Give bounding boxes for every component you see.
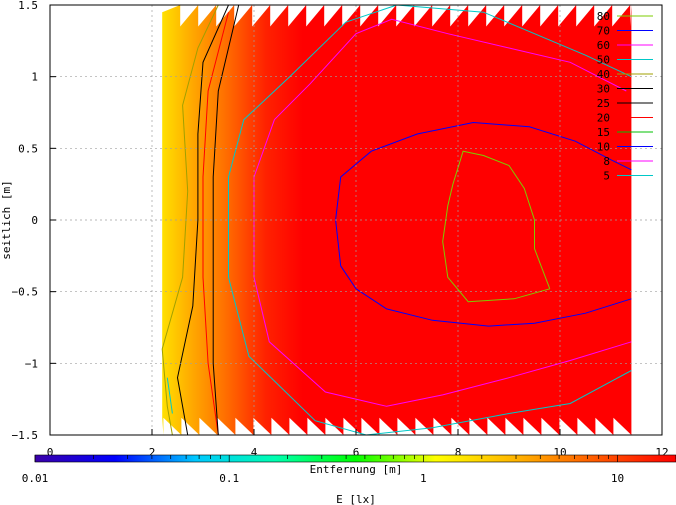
y-tick-label: −1 — [25, 357, 38, 370]
y-tick-label: −0.5 — [12, 286, 39, 299]
contour-line-5 — [228, 5, 632, 435]
colorbar-gradient — [34, 454, 676, 463]
contour-line-20 — [202, 12, 229, 435]
x-tick-label: 8 — [455, 446, 462, 459]
legend-label: 60 — [597, 39, 610, 52]
y-tick-label: −1.5 — [12, 429, 39, 442]
legend-label: 15 — [597, 126, 610, 139]
colorbar-tick-label: 0.1 — [219, 472, 239, 485]
legend-label: 25 — [597, 97, 610, 110]
y-tick-label: 0.5 — [18, 142, 38, 155]
colorbar: 0.01 0.1 1 10 — [22, 454, 676, 485]
x-axis-label: Entfernung [m] — [310, 463, 403, 476]
y-axis: 1.5 1 0.5 0 −0.5 −1 −1.5 — [12, 0, 56, 442]
legend-label: 20 — [597, 112, 610, 125]
contour-line-15 — [442, 150, 551, 303]
legend-label: 40 — [597, 68, 610, 81]
colorbar-tick-label: 1 — [420, 472, 427, 485]
legend-label: 5 — [603, 170, 610, 183]
y-tick-label: 1.5 — [18, 0, 38, 12]
x-tick-label: 0 — [47, 446, 54, 459]
grid-lines — [50, 5, 662, 435]
contour-line-50 — [166, 377, 173, 414]
legend-label: 30 — [597, 83, 610, 96]
y-tick-label: 1 — [31, 71, 38, 84]
x-tick-label: 6 — [353, 446, 360, 459]
y-axis-label: seitlich [m] — [0, 180, 13, 259]
contour-line-30 — [176, 5, 229, 435]
colorbar-ticks: 0.01 0.1 1 10 — [22, 455, 676, 485]
legend-label: 50 — [597, 54, 610, 67]
legend-label: 70 — [597, 25, 610, 38]
legend-label: 80 — [597, 10, 610, 23]
y-tick-label: 0 — [31, 214, 38, 227]
colorbar-tick-label: 10 — [611, 472, 624, 485]
x-axis: 0 2 4 6 8 10 12 — [47, 429, 669, 459]
x-tick-label: 2 — [149, 446, 156, 459]
colorbar-tick-label: 0.01 — [22, 472, 49, 485]
x-tick-label: 4 — [251, 446, 258, 459]
legend-label: 10 — [597, 141, 610, 154]
legend-label: 8 — [603, 155, 610, 168]
contour-line-40 — [161, 5, 219, 435]
colorbar-label: E [lx] — [336, 493, 376, 505]
